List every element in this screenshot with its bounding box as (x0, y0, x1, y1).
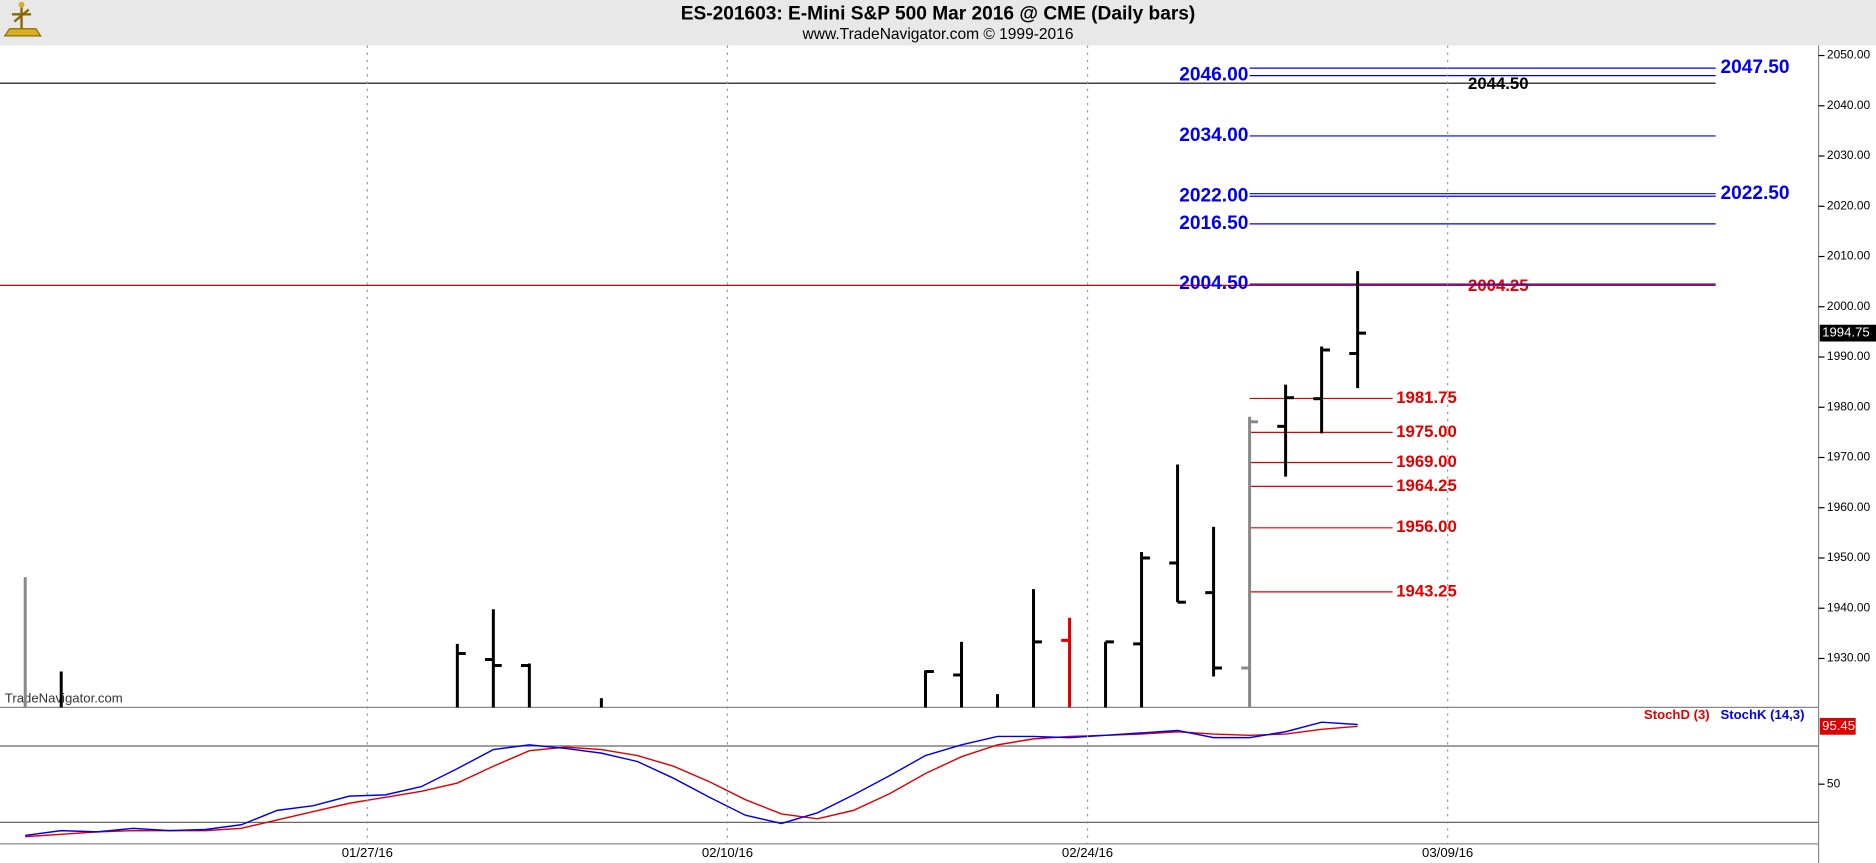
y-tick-label: 1940.00 (1827, 600, 1871, 614)
stoch-panel (0, 721, 1819, 838)
date-axis (0, 843, 1819, 863)
y-tick-label: 1980.00 (1827, 399, 1871, 413)
projection-label: 2016.50 (1179, 213, 1248, 234)
axes: 01/27/16 02/10/16 02/24/16 03/09/16 1930.00 1… (342, 45, 1876, 860)
stoch-line (25, 725, 1358, 838)
retrace-label: 1964.25 (1396, 476, 1457, 495)
y-tick-label: 2050.00 (1827, 48, 1871, 62)
legend-entry: StochD (3) (1644, 707, 1710, 722)
retrace-label: 1975.00 (1396, 422, 1457, 441)
legend-entry: StochK (14,3) (1720, 707, 1804, 722)
last-price-box (1819, 324, 1876, 342)
x-tick-label: 02/24/16 (1062, 845, 1113, 860)
y-tick-label: 2010.00 (1827, 249, 1871, 263)
retrace-label: 1981.75 (1396, 388, 1457, 407)
projection-label: 2034.00 (1179, 125, 1248, 146)
last-price-label: 1994.75 (1822, 325, 1870, 340)
y-tick-label: 2040.00 (1827, 98, 1871, 112)
projection-label: 2046.00 (1179, 65, 1248, 86)
y-tick-label: 50 (1827, 776, 1841, 790)
last-value-label: 95.45 (1822, 718, 1855, 733)
y-tick-label: 1970.00 (1827, 450, 1871, 464)
y-tick-label: 2020.00 (1827, 198, 1871, 212)
logo (3, 1, 42, 37)
chart-subtitle: www.TradeNavigator.com © 1999-2016 (802, 26, 1074, 43)
plot-area (0, 45, 1819, 844)
x-tick-label: 03/09/16 (1422, 845, 1473, 860)
y-tick-label: 2000.00 (1827, 299, 1871, 313)
level-label: 2004.25 (1468, 276, 1529, 295)
x-tick-label: 01/27/16 (342, 845, 393, 860)
projection-label: 2047.50 (1720, 57, 1789, 78)
retrace-label: 1956.00 (1396, 517, 1457, 536)
x-tick-label: 02/10/16 (702, 845, 753, 860)
last-value-box (1819, 717, 1856, 735)
retrace-label: 1943.25 (1396, 581, 1457, 600)
price-panel: 2044.50 2004.25 2047.50 2046.00 2034.00 2022.… (0, 57, 1790, 708)
y-tick-label: 1960.00 (1827, 500, 1871, 514)
retrace-label: 1969.00 (1396, 452, 1457, 471)
level-label: 2044.50 (1468, 74, 1529, 93)
y-tick-label: 1930.00 (1827, 651, 1871, 665)
projection-label: 2004.50 (1179, 273, 1248, 294)
y-tick-label: 1950.00 (1827, 550, 1871, 564)
projection-label: 2022.50 (1720, 183, 1789, 204)
title-bar (0, 0, 1876, 46)
watermark: TradeNavigator.com (5, 690, 123, 705)
chart-title: ES-201603: E-Mini S&P 500 Mar 2016 @ CME… (681, 3, 1196, 24)
stoch-line (25, 721, 1358, 837)
y-tick-label: 1990.00 (1827, 349, 1871, 363)
y-tick-label: 2030.00 (1827, 148, 1871, 162)
projection-label: 2022.00 (1179, 185, 1248, 206)
